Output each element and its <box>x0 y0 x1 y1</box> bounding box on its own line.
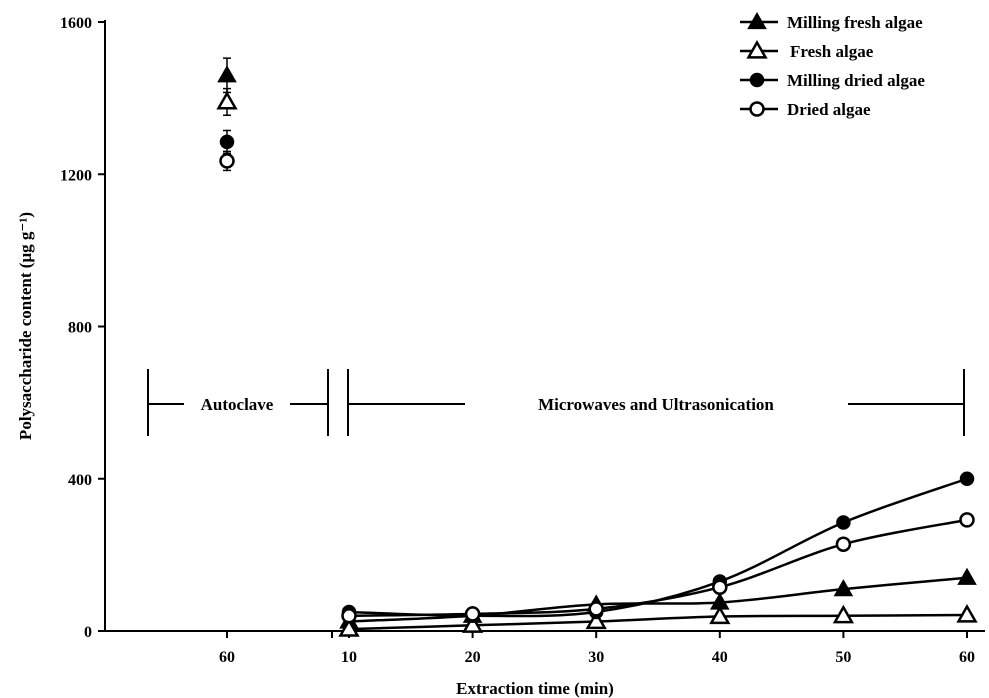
x-tick-label: 40 <box>712 649 728 666</box>
x-tick-label: 50 <box>835 649 851 666</box>
autoclave-point-fresh-algae <box>216 90 238 110</box>
legend-marker-fresh-algae <box>746 39 768 59</box>
y-tick-label: 800 <box>68 320 92 337</box>
autoclave-point-milling-fresh-algae <box>217 65 237 83</box>
data-point-fresh-algae <box>461 614 484 633</box>
region-label-microwaves-ultrasonication: Microwaves and Ultrasonication <box>538 395 774 414</box>
x-tick-label: 20 <box>465 649 481 666</box>
data-point-dried-algae <box>341 608 357 624</box>
region-label-autoclave: Autoclave <box>201 395 274 414</box>
data-point-fresh-algae <box>832 604 855 624</box>
series-line-milling-dried-algae <box>348 477 968 618</box>
x-tick-label: 30 <box>588 649 604 666</box>
data-point-milling-dried-algae <box>836 515 851 530</box>
series-markers <box>216 57 978 637</box>
x-tick-label: 60 <box>959 649 975 666</box>
autoclave-point-milling-dried-algae <box>219 134 235 150</box>
data-point-dried-algae <box>959 512 975 528</box>
data-point-fresh-algae <box>709 605 731 625</box>
legend-marker-milling-fresh-algae <box>747 11 767 30</box>
data-point-dried-algae <box>835 536 852 552</box>
region-brackets: Autoclave Microwaves and Ultrasonication <box>147 369 965 436</box>
y-tick-label: 1600 <box>60 15 92 32</box>
y-tick-label: 1200 <box>60 167 92 184</box>
y-axis-title: Polysaccharide content (μg g⁻¹) <box>16 212 35 440</box>
x-axis-ticks: 60 10 20 30 40 50 60 <box>219 631 975 666</box>
data-point-milling-fresh-algae <box>957 567 977 585</box>
x-tick-label: 10 <box>341 649 357 666</box>
data-point-fresh-algae <box>956 603 978 623</box>
y-tick-label: 400 <box>68 472 92 489</box>
y-tick-label: 0 <box>84 624 92 641</box>
legend-label-dried-algae: Dried algae <box>787 100 871 119</box>
series-line-dried-algae <box>348 518 968 618</box>
y-axis-ticks: 0 400 800 1200 1600 <box>60 15 105 641</box>
data-point-dried-algae <box>464 606 481 622</box>
x-tick-label: 60 <box>219 649 235 666</box>
series-lines <box>348 477 968 631</box>
legend-label-milling-dried-algae: Milling dried algae <box>787 71 925 90</box>
legend-label-milling-fresh-algae: Milling fresh algae <box>787 13 923 32</box>
legend-label-fresh-algae: Fresh algae <box>790 42 874 61</box>
series-line-fresh-algae <box>348 613 968 631</box>
data-point-milling-dried-algae <box>959 471 975 486</box>
legend-marker-dried-algae <box>749 101 765 117</box>
data-point-dried-algae <box>588 601 604 617</box>
data-point-fresh-algae <box>338 618 360 637</box>
legend-marker-milling-dried-algae <box>749 72 765 88</box>
data-point-dried-algae <box>712 579 728 595</box>
autoclave-point-dried-algae <box>219 153 235 169</box>
legend: Milling fresh algae Fresh algae Milling dr… <box>740 11 925 119</box>
data-point-milling-fresh-algae <box>833 579 854 597</box>
x-axis-title: Extraction time (min) <box>456 679 614 698</box>
data-point-fresh-algae <box>585 610 607 630</box>
